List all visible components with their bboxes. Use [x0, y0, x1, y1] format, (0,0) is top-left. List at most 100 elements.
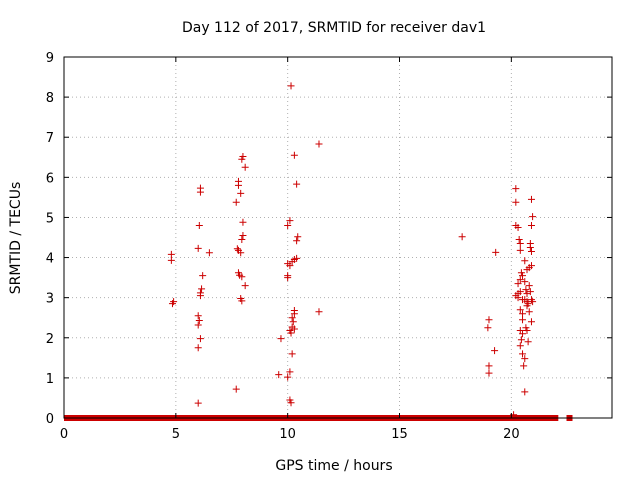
data-point: [286, 262, 294, 270]
data-point: [492, 248, 500, 256]
data-point: [527, 195, 535, 203]
y-tick-label: 1: [46, 372, 54, 387]
x-tick-label: 20: [503, 427, 520, 442]
data-point: [525, 282, 533, 290]
data-point: [293, 180, 301, 188]
y-tick-label: 2: [46, 332, 54, 347]
data-point: [195, 317, 203, 325]
data-point: [238, 155, 246, 163]
data-point: [523, 302, 531, 310]
data-point: [522, 286, 530, 294]
data-point: [512, 185, 520, 193]
data-point: [168, 300, 176, 308]
data-point: [194, 399, 202, 407]
y-tick-label: 4: [46, 252, 54, 267]
y-tick-label: 3: [46, 292, 54, 307]
data-point: [525, 264, 533, 272]
data-point: [241, 163, 249, 171]
data-point: [198, 285, 206, 293]
data-point: [521, 278, 529, 286]
data-point: [294, 233, 302, 241]
data-point: [315, 140, 323, 148]
data-point: [238, 236, 246, 244]
data-point: [485, 362, 493, 370]
data-point: [517, 336, 525, 344]
y-tick-label: 6: [46, 171, 54, 186]
data-point: [241, 282, 249, 290]
data-point: [491, 347, 499, 355]
data-point: [233, 245, 241, 253]
data-point: [527, 318, 535, 326]
data-point: [527, 221, 535, 229]
data-point: [519, 330, 527, 338]
data-point: [290, 151, 298, 159]
data-point: [485, 369, 493, 377]
data-point: [239, 231, 247, 239]
y-tick-label: 9: [46, 51, 54, 66]
data-point: [275, 371, 283, 379]
data-point: [521, 257, 529, 265]
data-point: [167, 256, 175, 264]
x-tick-label: 15: [391, 427, 408, 442]
data-point: [284, 221, 292, 229]
data-point: [277, 335, 285, 343]
data-point: [239, 218, 247, 226]
data-point: [521, 388, 529, 396]
data-point: [286, 368, 294, 376]
data-point: [293, 237, 301, 245]
data-point: [519, 316, 527, 324]
data-point: [232, 385, 240, 393]
data-point: [529, 213, 537, 221]
data-point: [525, 308, 533, 316]
data-point: [516, 246, 524, 254]
x-tick-label: 10: [279, 427, 296, 442]
data-point: [237, 249, 245, 257]
chart-title: Day 112 of 2017, SRMTID for receiver dav…: [182, 20, 486, 36]
data-point: [516, 240, 524, 248]
data-point: [287, 329, 295, 337]
data-point: [194, 344, 202, 352]
y-axis-label: SRMTID / TECUs: [8, 182, 24, 295]
data-point: [527, 248, 535, 256]
x-tick-label: 0: [60, 427, 68, 442]
data-point: [234, 181, 242, 189]
data-point: [289, 318, 297, 326]
plot-frame: [63, 56, 613, 419]
data-point: [284, 274, 292, 282]
data-point: [458, 233, 466, 241]
data-point: [519, 310, 527, 318]
data-point: [515, 236, 523, 244]
data-point: [194, 244, 202, 252]
data-point: [288, 258, 296, 266]
data-point: [524, 338, 532, 346]
data-point: [521, 355, 529, 363]
data-point: [205, 249, 213, 257]
y-tick-label: 0: [46, 412, 54, 427]
y-tick-label: 7: [46, 131, 54, 146]
data-point: [288, 314, 296, 322]
data-point: [315, 308, 323, 316]
data-point: [195, 221, 203, 229]
data-point: [529, 298, 537, 306]
data-point: [286, 217, 294, 225]
data-point: [196, 335, 204, 343]
data-points: [167, 82, 537, 419]
data-point: [484, 324, 492, 332]
data-point: [520, 362, 528, 370]
data-point: [196, 188, 204, 196]
data-point: [516, 342, 524, 350]
data-point: [526, 244, 534, 252]
data-point: [287, 399, 295, 407]
data-point: [238, 297, 246, 305]
data-point: [237, 189, 245, 197]
data-point: [284, 373, 292, 381]
data-point: [232, 198, 240, 206]
data-point: [288, 350, 296, 358]
data-point: [238, 273, 246, 281]
data-point: [514, 223, 522, 231]
data-point: [519, 272, 527, 280]
x-tick-label: 5: [172, 427, 180, 442]
data-point: [196, 292, 204, 300]
data-point: [514, 294, 522, 302]
